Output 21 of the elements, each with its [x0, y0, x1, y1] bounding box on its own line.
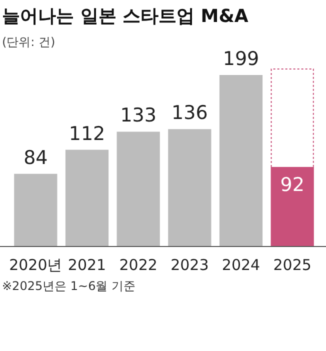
- x-tick-label: 2024: [222, 256, 260, 274]
- x-tick-label: 2025: [273, 256, 312, 274]
- x-tick-label: 2023: [170, 256, 209, 274]
- bar: [219, 75, 263, 246]
- bar: [168, 129, 212, 246]
- data-label: 133: [120, 104, 156, 127]
- chart-title: 늘어나는 일본 스타트업 M&A: [2, 6, 248, 27]
- bar: [270, 166, 314, 246]
- x-tick-label: 2022: [119, 256, 158, 274]
- data-label: 136: [172, 102, 208, 124]
- data-label: 199: [222, 48, 260, 70]
- x-tick-label: 2021: [68, 256, 106, 274]
- bar: [116, 132, 160, 246]
- bar: [14, 174, 58, 246]
- text: ※2025년은 1~6월 기준: [2, 279, 136, 293]
- chart-subtitle: (단위: 건): [2, 35, 56, 49]
- data-label: 92: [280, 174, 304, 196]
- data-label: 112: [68, 122, 106, 145]
- data-label: 84: [24, 146, 48, 169]
- x-tick-label: 2020년: [9, 256, 62, 274]
- bar: [65, 150, 109, 246]
